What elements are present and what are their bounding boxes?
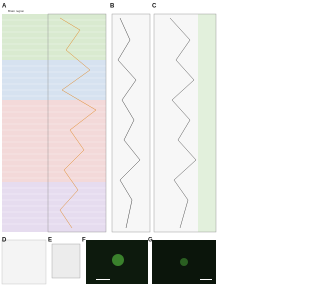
panel-label: D: [2, 238, 7, 244]
panel-label: F: [82, 238, 86, 244]
row-lines: [2, 19, 106, 225]
column-header: Brain region: [8, 9, 25, 13]
axes-frames: [47, 13, 217, 233]
bottom-panels: [1, 239, 216, 285]
panel-label: C: [152, 4, 157, 10]
panel-label: G: [148, 238, 153, 244]
panel-label: A: [2, 4, 7, 10]
figure: A B C D E F G Brain region: [1, 4, 217, 285]
panel-label: E: [48, 238, 52, 244]
panel-label: B: [110, 4, 115, 10]
region-bands: [2, 14, 216, 232]
traces: [59, 17, 197, 229]
